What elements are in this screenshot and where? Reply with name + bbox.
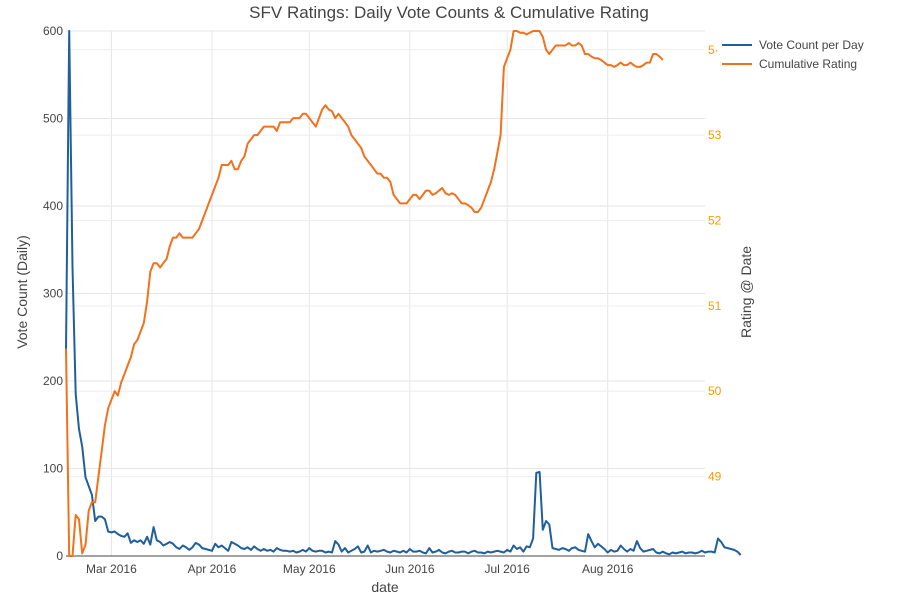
y-tick-label: 500 [43,112,63,126]
y-axis-left: 0 100 200 300 400 500 600 [43,24,63,563]
y2-tick-label: 51 [708,299,722,313]
y-tick-label: 0 [56,549,63,563]
y2-tick-label: 53 [708,128,722,142]
y-tick-label: 300 [43,287,63,301]
plot-area [65,30,742,557]
grid [66,30,705,557]
y2-tick-label: 49 [708,470,722,484]
y-tick-label: 400 [43,199,63,213]
x-tick-label: Jun 2016 [385,562,435,576]
x-tick-label: May 2016 [283,562,336,576]
legend-label-vote-count: Vote Count per Day [759,38,864,52]
y-axis-title: Vote Count (Daily) [14,235,30,349]
y2-tick-label: 50 [708,384,722,398]
y-axis-right: 49 50 51 52 53 5· [708,43,722,484]
chart-title: SFV Ratings: Daily Vote Counts & Cumulat… [249,3,649,22]
y2-tick-label: 52 [708,214,722,228]
x-axis-title: date [371,579,398,595]
x-tick-label: Jul 2016 [484,562,530,576]
y2-axis-title: Rating @ Date [738,246,754,338]
legend-label-cumulative-rating: Cumulative Rating [759,57,857,71]
legend-item-cumulative-rating[interactable]: Cumulative Rating [722,57,857,71]
legend[interactable]: Vote Count per Day Cumulative Rating [722,38,864,71]
x-tick-label: Aug 2016 [582,562,634,576]
y2-tick-label: 5· [708,43,719,57]
x-tick-label: Apr 2016 [188,562,237,576]
y-tick-label: 600 [43,24,63,38]
x-axis: Mar 2016 Apr 2016 May 2016 Jun 2016 Jul 2016… [86,562,634,576]
legend-item-vote-count[interactable]: Vote Count per Day [722,38,864,52]
series-line-cumulative-rating[interactable] [65,30,664,557]
y-tick-label: 200 [43,374,63,388]
y-tick-label: 100 [43,462,63,476]
series-line-vote-count[interactable] [65,30,742,556]
x-tick-label: Mar 2016 [86,562,137,576]
